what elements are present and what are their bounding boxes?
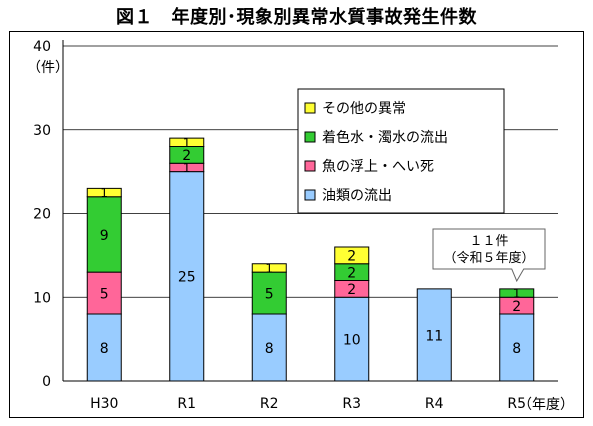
data-label: 2 — [347, 265, 356, 281]
data-label: 1 — [513, 287, 521, 301]
y-tick-label: 40 — [33, 39, 51, 55]
chart-frame — [9, 31, 584, 418]
data-label: 2 — [182, 148, 191, 164]
data-label: 1 — [100, 186, 108, 200]
data-label: 2 — [347, 249, 356, 265]
data-label: 25 — [178, 270, 196, 286]
y-tick-label: 0 — [42, 374, 51, 390]
y-tick-label: 30 — [33, 123, 51, 139]
x-tick-labels: H30 R1 R2 R3 R4 R5 — [90, 396, 526, 412]
bar-segment — [251, 263, 287, 273]
bars — [86, 137, 535, 382]
bar-segment — [86, 187, 122, 198]
legend-box — [297, 88, 505, 214]
data-label: 2 — [347, 282, 356, 298]
annotation-callout: １１件（令和５年度） — [432, 228, 546, 283]
y-tick-label: 20 — [33, 207, 51, 223]
data-label: 10 — [343, 332, 361, 348]
x-tick-label: R2 — [260, 396, 279, 412]
callout-text: １１件 — [469, 234, 508, 249]
y-tick-labels: 0 10 20 30 40 — [33, 39, 51, 390]
x-tick-label: R5 — [507, 396, 526, 412]
data-label: 5 — [100, 286, 109, 302]
bar-segment — [334, 246, 370, 265]
x-tick-label: H30 — [90, 396, 118, 412]
x-axis-label: （年度） — [518, 397, 574, 413]
data-label: 9 — [100, 228, 109, 244]
bar-segment — [499, 288, 535, 298]
y-tick-label: 10 — [33, 290, 51, 306]
legend-label: 油類の流出 — [322, 188, 392, 204]
x-tick-label: R4 — [425, 396, 444, 412]
data-label: 5 — [265, 286, 274, 302]
legend-swatch — [304, 102, 316, 114]
legend-label: 魚の浮上・へい死 — [322, 159, 434, 175]
legend-label: その他の異常 — [322, 101, 406, 117]
data-label: 2 — [512, 299, 521, 315]
legend-label: 着色水・濁水の流出 — [322, 129, 448, 146]
x-tick-label: R1 — [177, 396, 196, 412]
data-label: 1 — [183, 161, 191, 175]
legend-swatch — [304, 189, 316, 201]
chart-title: 図１ 年度別･現象別異常水質事故発生件数 — [116, 7, 477, 28]
y-axis-label: （件） — [27, 60, 69, 76]
x-tick-label: R3 — [342, 396, 361, 412]
callout-bubble — [432, 228, 546, 283]
legend-swatch — [304, 131, 316, 143]
bar-segment — [86, 271, 122, 315]
data-label: 8 — [512, 341, 521, 357]
data-label: 1 — [265, 261, 273, 275]
bar-segment — [169, 137, 205, 147]
bar-segment — [86, 196, 122, 273]
callout-text: （令和５年度） — [443, 250, 534, 266]
legend-swatch — [304, 160, 316, 172]
data-label: 1 — [183, 136, 191, 150]
data-label: 8 — [265, 341, 274, 357]
data-label: 8 — [100, 341, 109, 357]
bar-segment — [251, 271, 287, 315]
data-label: 11 — [425, 328, 443, 344]
bar-segment — [169, 171, 205, 382]
